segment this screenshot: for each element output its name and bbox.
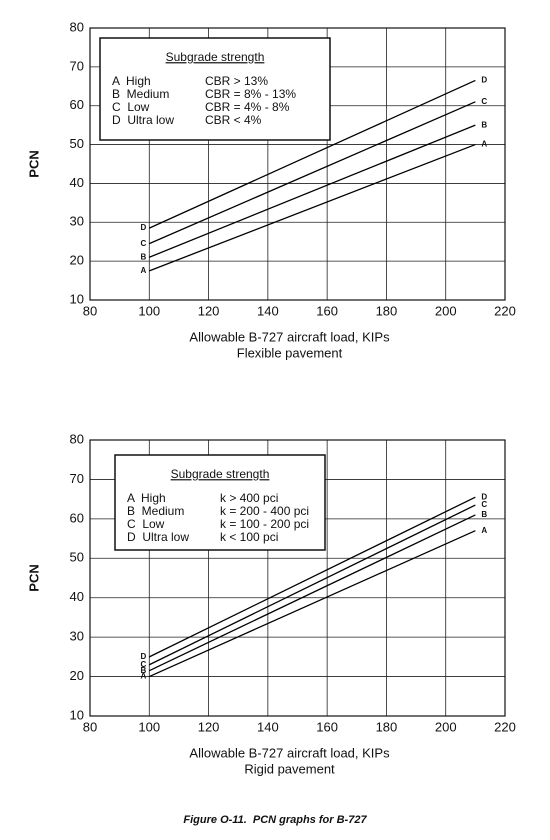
line-label-start: C [141, 239, 147, 248]
y-tick-label: 40 [70, 175, 84, 190]
x-axis-label: Allowable B-727 aircraft load, KIPs [189, 745, 390, 760]
line-label-end: D [481, 76, 487, 85]
y-tick-label: 70 [70, 58, 84, 73]
plot-frame [89, 27, 506, 301]
legend-title: Subgrade strength [171, 467, 270, 481]
line-label-start: D [141, 223, 147, 232]
x-tick-label: 140 [257, 719, 279, 734]
line-label-end: A [481, 526, 487, 535]
line-label-end: A [481, 140, 487, 149]
y-tick-label: 50 [70, 136, 84, 151]
series-line [149, 101, 476, 245]
legend-label: B Medium [127, 504, 184, 518]
legend-criterion: k > 400 pci [220, 491, 278, 505]
x-tick-label: 80 [83, 303, 97, 318]
y-tick-label: 80 [70, 19, 84, 34]
x-tick-label: 120 [198, 719, 220, 734]
legend-label: B Medium [112, 87, 169, 101]
plot-frame [89, 439, 506, 717]
legend-criterion: CBR > 13% [205, 74, 268, 88]
x-tick-label: 180 [376, 303, 398, 318]
y-tick-label: 30 [70, 629, 84, 644]
series-line [149, 143, 476, 272]
line-label-start: A [141, 266, 147, 275]
y-tick-label: 10 [70, 291, 84, 306]
x-tick-label: 160 [316, 719, 338, 734]
y-tick-label: 60 [70, 510, 84, 525]
y-tick-label: 60 [70, 97, 84, 112]
legend-criterion: k < 100 pci [220, 530, 278, 544]
legend-label: D Ultra low [127, 530, 189, 544]
y-tick-label: 50 [70, 550, 84, 565]
line-label-end: B [481, 510, 487, 519]
x-tick-label: 220 [494, 719, 516, 734]
line-label-end: B [481, 120, 487, 129]
legend-box [114, 454, 326, 551]
y-tick-label: 20 [70, 253, 84, 268]
legend-title: Subgrade strength [166, 50, 265, 64]
x-tick-label: 160 [316, 303, 338, 318]
line-label-start: B [141, 252, 147, 261]
y-tick-label: 80 [70, 431, 84, 446]
series-line [149, 530, 476, 678]
line-label-end: C [481, 97, 487, 106]
line-label-end: C [481, 500, 487, 509]
x-tick-label: 140 [257, 303, 279, 318]
y-tick-label: 70 [70, 471, 84, 486]
x-tick-label: 100 [138, 719, 160, 734]
legend-box [99, 37, 331, 141]
series-line [149, 514, 476, 672]
figure-caption: Figure O-11. PCN graphs for B-727 [183, 814, 367, 826]
x-tick-label: 100 [138, 303, 160, 318]
y-tick-label: 40 [70, 589, 84, 604]
x-tick-label: 120 [198, 303, 220, 318]
legend-criterion: k = 200 - 400 pci [220, 504, 309, 518]
line-label-start: C [141, 660, 147, 669]
legend-label: A High [127, 491, 166, 505]
y-axis-label: PCN [26, 564, 41, 591]
legend-criterion: k = 100 - 200 pci [220, 517, 309, 531]
series-line [149, 124, 476, 258]
series-line [149, 504, 476, 666]
y-tick-label: 20 [70, 668, 84, 683]
legend-criterion: CBR = 8% - 13% [205, 87, 296, 101]
line-label-end: D [481, 492, 487, 501]
subtitle: Rigid pavement [244, 761, 335, 776]
line-label-start: B [141, 666, 147, 675]
legend-criterion: CBR = 4% - 8% [205, 100, 290, 114]
legend-label: D Ultra low [112, 113, 174, 127]
x-tick-label: 80 [83, 719, 97, 734]
y-tick-label: 10 [70, 707, 84, 722]
x-axis-label: Allowable B-727 aircraft load, KIPs [189, 329, 390, 344]
legend-label: C Low [127, 517, 165, 531]
y-tick-label: 30 [70, 214, 84, 229]
line-label-start: D [141, 652, 147, 661]
legend-label: A High [112, 74, 151, 88]
series-line [149, 496, 476, 658]
x-tick-label: 220 [494, 303, 516, 318]
legend-label: C Low [112, 100, 150, 114]
legend-criterion: CBR < 4% [205, 113, 262, 127]
x-tick-label: 180 [376, 719, 398, 734]
y-axis-label: PCN [26, 150, 41, 177]
x-tick-label: 200 [435, 303, 457, 318]
series-line [149, 79, 476, 229]
subtitle: Flexible pavement [237, 345, 343, 360]
line-label-start: A [141, 672, 147, 681]
x-tick-label: 200 [435, 719, 457, 734]
